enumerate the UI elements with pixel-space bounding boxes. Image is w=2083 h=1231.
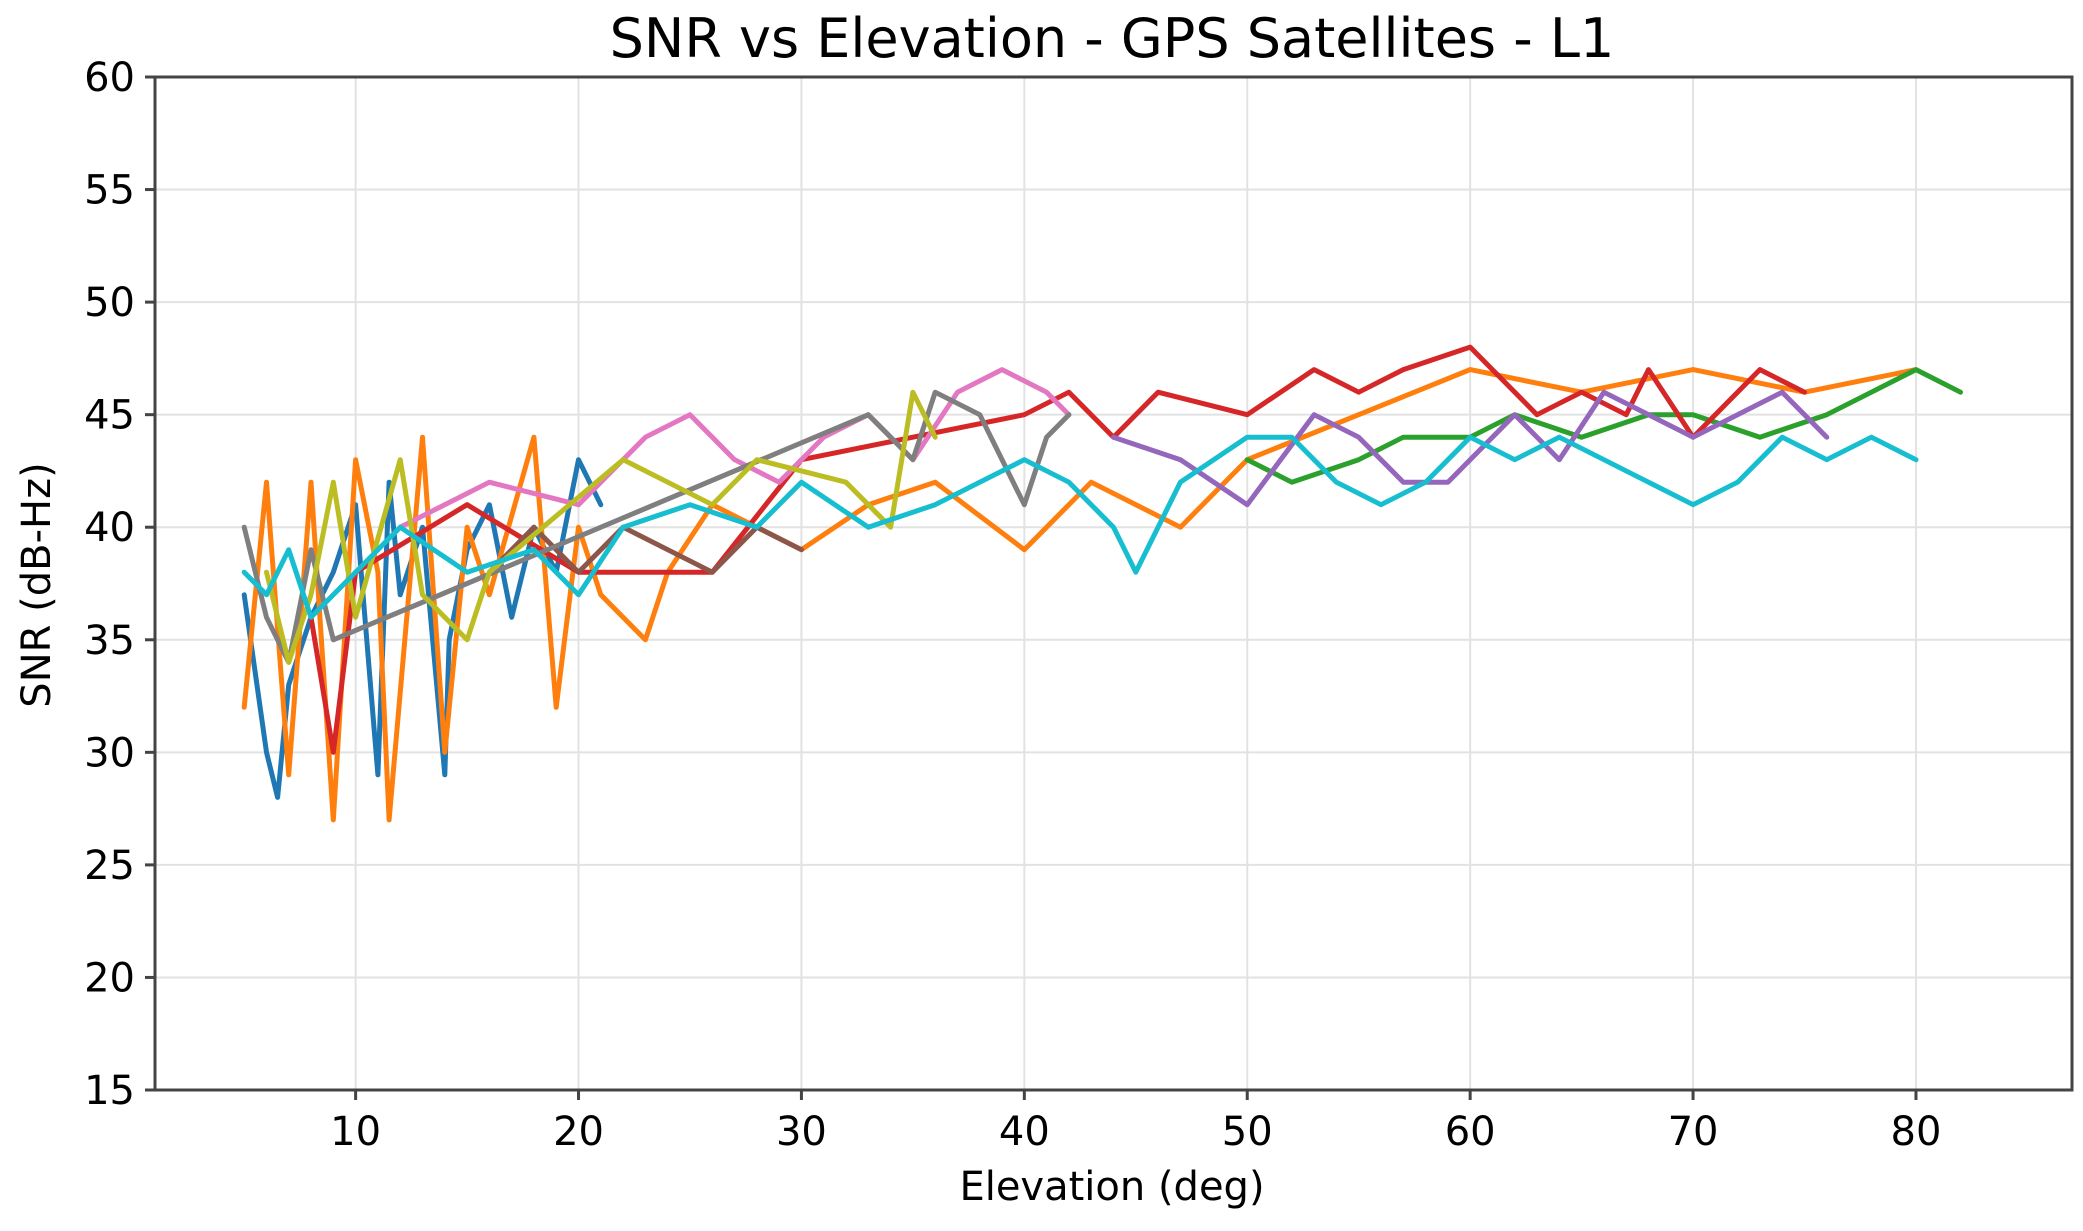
series-line-cyan [241, 434, 1919, 620]
x-tick-label: 10 [330, 1109, 381, 1155]
y-tick-label: 15 [84, 1068, 135, 1114]
chart-title: SNR vs Elevation - GPS Satellites - L1 [610, 7, 1615, 70]
x-tick-label: 20 [553, 1109, 604, 1155]
x-axis-label: Elevation (deg) [959, 1164, 1264, 1210]
y-tick-label: 35 [84, 618, 135, 664]
y-tick-label: 50 [84, 280, 135, 326]
y-tick-label: 30 [84, 730, 135, 776]
series-line-olive [264, 389, 938, 665]
y-tick-label: 25 [84, 843, 135, 889]
x-tick-label: 30 [776, 1109, 827, 1155]
y-tick-label: 40 [84, 505, 135, 551]
y-tick-label: 45 [84, 393, 135, 439]
plot-frame [153, 75, 2074, 1092]
y-tick-label: 20 [84, 955, 135, 1001]
series-layer [241, 344, 1963, 823]
x-tick-label: 70 [1668, 1109, 1719, 1155]
y-axis-label: SNR (dB-Hz) [14, 462, 60, 707]
x-tick-label: 60 [1445, 1109, 1496, 1155]
series-line-brown [486, 524, 804, 575]
grid-lines [155, 76, 2072, 1091]
series-line-pink [397, 367, 1072, 530]
y-tick-label: 55 [84, 168, 135, 214]
series-line-orange [241, 367, 1919, 823]
series-line-green [1244, 367, 1963, 485]
x-tick-label: 50 [1222, 1109, 1273, 1155]
axes: 10 20 30 40 50 60 70 80 15 20 25 30 35 40 45 50 55 60 [84, 55, 2074, 1155]
y-tick-label: 60 [84, 55, 135, 101]
series-line-purple [1111, 389, 1830, 508]
x-tick-label: 80 [1891, 1109, 1942, 1155]
x-tick-label: 40 [999, 1109, 1050, 1155]
